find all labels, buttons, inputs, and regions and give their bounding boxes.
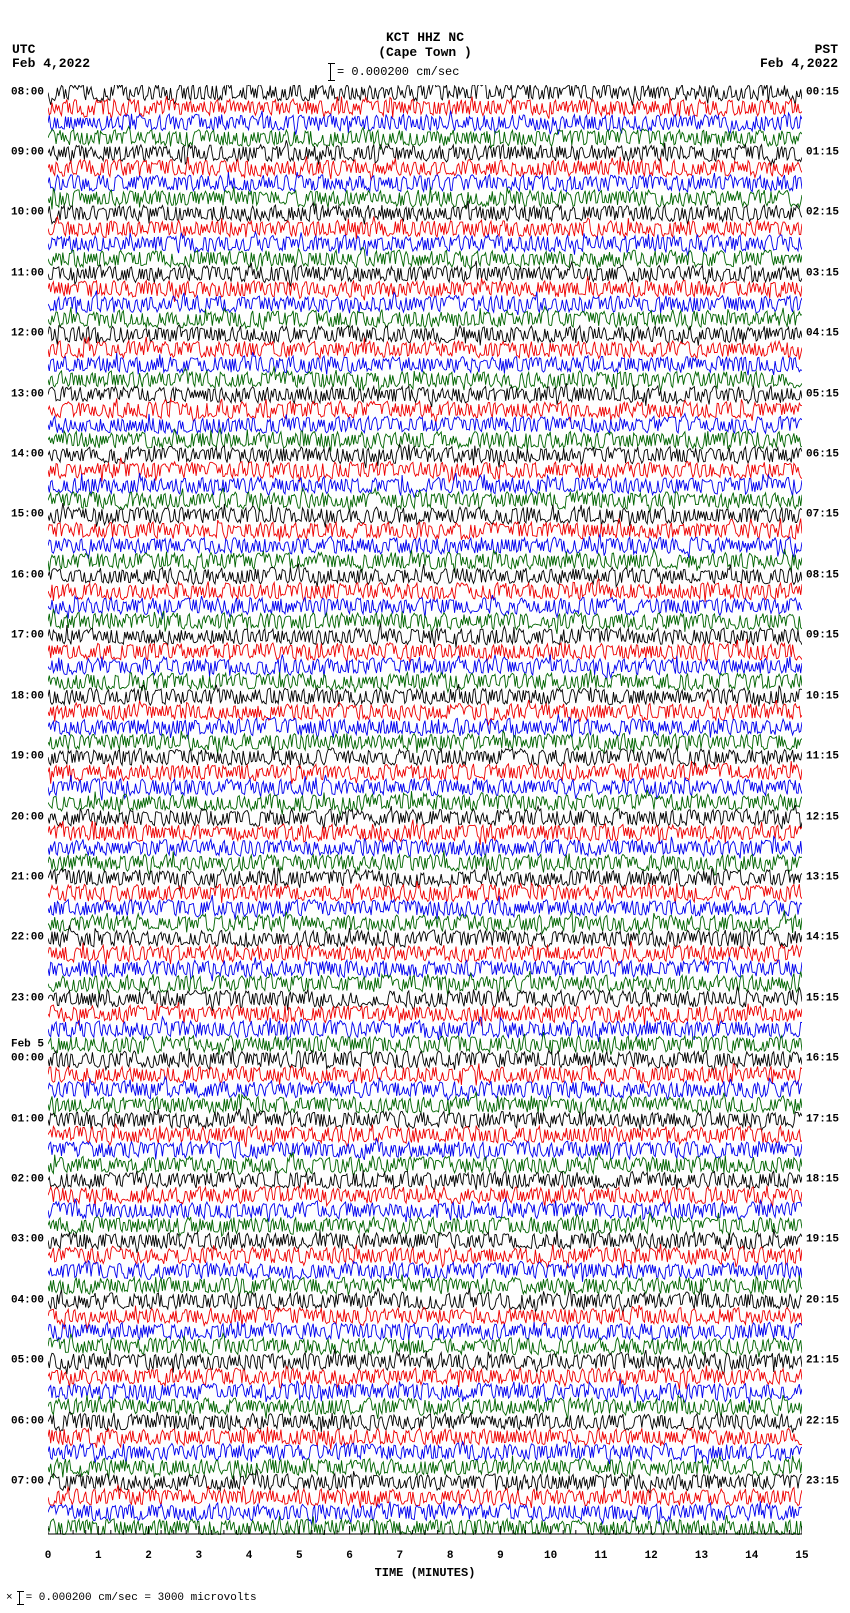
y-tick-left: 13:00 <box>11 389 44 400</box>
date-right-label: Feb 4,2022 <box>760 56 838 71</box>
y-tick-left: 19:00 <box>11 752 44 763</box>
scale-text: = 0.000200 cm/sec <box>337 65 459 79</box>
x-tick: 10 <box>544 1550 557 1562</box>
y-tick-left: 01:00 <box>11 1114 44 1125</box>
y-tick-right: 16:15 <box>806 1054 839 1065</box>
y-tick-right: 21:15 <box>806 1356 839 1367</box>
x-axis-title: TIME (MINUTES) <box>48 1566 802 1580</box>
y-axis-left: 08:00 09:00 10:00 11:00 12:00 13:00 14:00 15:00… <box>0 85 48 1535</box>
y-tick-right: 03:15 <box>806 268 839 279</box>
x-tick: 1 <box>95 1550 102 1562</box>
footer-prefix: × <box>6 1592 13 1604</box>
y-tick-left: 08:00 <box>11 87 44 98</box>
y-tick-right: 05:15 <box>806 389 839 400</box>
x-tick: 14 <box>745 1550 758 1562</box>
tz-right-label: PST <box>815 42 838 57</box>
x-tick: 6 <box>346 1550 353 1562</box>
date-left-label: Feb 4,2022 <box>12 56 90 71</box>
y-tick-left: 22:00 <box>11 933 44 944</box>
y-tick-left: 18:00 <box>11 691 44 702</box>
y-tick-left: 20:00 <box>11 812 44 823</box>
y-tick-left: 12:00 <box>11 329 44 340</box>
station-title: KCT HHZ NC <box>0 30 850 45</box>
y-tick-left: 21:00 <box>11 872 44 883</box>
y-tick-right: 09:15 <box>806 631 839 642</box>
y-tick-right: 22:15 <box>806 1416 839 1427</box>
footer-scale: × = 0.000200 cm/sec = 3000 microvolts <box>6 1591 257 1605</box>
x-tick: 0 <box>45 1550 52 1562</box>
y-tick-left: 02:00 <box>11 1175 44 1186</box>
y-tick-right: 13:15 <box>806 872 839 883</box>
scale-bar-icon <box>330 63 331 81</box>
y-tick-left: 23:00 <box>11 993 44 1004</box>
y-tick-left: 17:00 <box>11 631 44 642</box>
y-tick-right: 04:15 <box>806 329 839 340</box>
seismogram-svg <box>48 85 802 1535</box>
y-tick-right: 07:15 <box>806 510 839 521</box>
y-tick-right: 19:15 <box>806 1235 839 1246</box>
x-tick: 15 <box>795 1550 808 1562</box>
x-tick: 11 <box>594 1550 607 1562</box>
x-tick: 4 <box>246 1550 253 1562</box>
y-tick-left: 15:00 <box>11 510 44 521</box>
y-tick-left: 16:00 <box>11 570 44 581</box>
y-axis-right: 00:15 01:15 02:15 03:15 04:15 05:15 06:15 07:15… <box>802 85 850 1535</box>
y-tick-right: 02:15 <box>806 208 839 219</box>
y-tick-right: 08:15 <box>806 570 839 581</box>
x-tick: 12 <box>645 1550 658 1562</box>
y-tick-right: 20:15 <box>806 1295 839 1306</box>
seismogram-plot <box>48 85 802 1535</box>
y-tick-right: 17:15 <box>806 1114 839 1125</box>
seismogram-page: { "header": { "title": "KCT HHZ NC", "su… <box>0 0 850 1613</box>
x-tick: 9 <box>497 1550 504 1562</box>
x-tick: 8 <box>447 1550 454 1562</box>
station-subtitle: (Cape Town ) <box>0 45 850 60</box>
x-axis: TIME (MINUTES) 0123456789101112131415 <box>48 1540 802 1580</box>
y-tick-left: 04:00 <box>11 1295 44 1306</box>
y-tick-right: 01:15 <box>806 147 839 158</box>
y-tick-left: 10:00 <box>11 208 44 219</box>
footer-text: = 0.000200 cm/sec = 3000 microvolts <box>26 1592 257 1604</box>
scale-indicator: = 0.000200 cm/sec <box>330 63 459 81</box>
y-tick-right: 18:15 <box>806 1175 839 1186</box>
y-tick-left: 03:00 <box>11 1235 44 1246</box>
y-tick-left: 00:00 <box>11 1054 44 1065</box>
y-tick-right: 00:15 <box>806 87 839 98</box>
y-tick-right: 14:15 <box>806 933 839 944</box>
y-tick-right: 15:15 <box>806 993 839 1004</box>
tz-left-label: UTC <box>12 42 35 57</box>
y-tick-left: 09:00 <box>11 147 44 158</box>
y-tick-right: 10:15 <box>806 691 839 702</box>
y-tick-right: 06:15 <box>806 450 839 461</box>
y-date-marker: Feb 5 <box>11 1039 44 1051</box>
y-tick-right: 11:15 <box>806 752 839 763</box>
y-tick-left: 05:00 <box>11 1356 44 1367</box>
scale-bar-icon <box>19 1591 20 1605</box>
x-tick: 13 <box>695 1550 708 1562</box>
y-tick-right: 23:15 <box>806 1477 839 1488</box>
y-tick-left: 07:00 <box>11 1477 44 1488</box>
x-tick: 2 <box>145 1550 152 1562</box>
y-tick-left: 06:00 <box>11 1416 44 1427</box>
y-tick-left: 14:00 <box>11 450 44 461</box>
x-tick: 3 <box>195 1550 202 1562</box>
x-tick: 7 <box>397 1550 404 1562</box>
y-tick-right: 12:15 <box>806 812 839 823</box>
y-tick-left: 11:00 <box>11 268 44 279</box>
x-tick: 5 <box>296 1550 303 1562</box>
